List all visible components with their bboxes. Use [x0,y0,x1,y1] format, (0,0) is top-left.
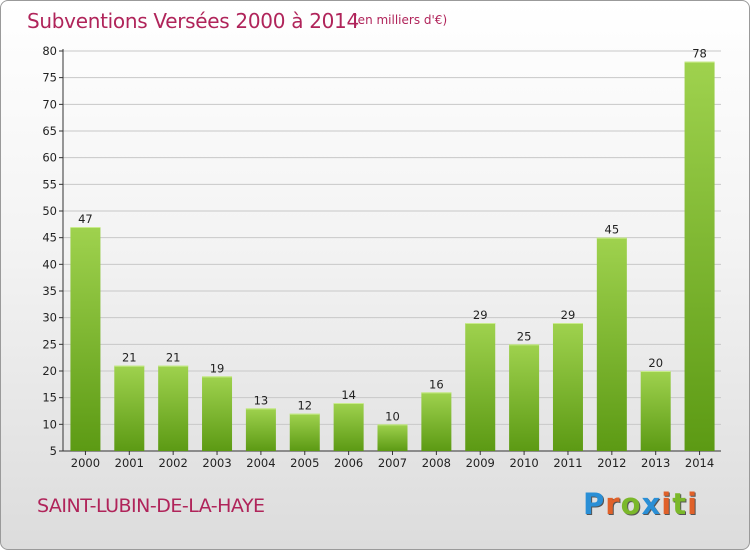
y-tick-label: 60 [42,151,57,165]
data-label: 78 [692,47,707,61]
x-tick-label: 2003 [202,456,231,470]
data-label: 47 [78,212,93,226]
y-tick-label: 30 [42,311,57,325]
town-name: SAINT-LUBIN-DE-LA-HAYE [37,495,265,517]
x-tick-label: 2011 [553,456,582,470]
bar [596,237,627,451]
y-tick-label: 65 [42,124,57,138]
data-label: 29 [473,308,488,322]
y-tick-label: 45 [42,231,57,245]
logo-letter: x [641,487,662,521]
chart-title: Subventions Versées 2000 à 2014 [27,9,359,33]
y-tick-label: 55 [42,177,57,191]
bar [377,424,408,451]
bar [509,344,540,451]
logo-letter: i [661,487,673,521]
data-label: 20 [648,356,663,370]
bar [465,323,496,451]
y-tick-label: 10 [42,417,57,431]
axes: 5 10 15 20 25 30 35 40 45 50 55 60 65 70 75 80 2000 2001 2… [42,44,721,470]
proxiti-logo[interactable]: Proxiti [583,487,698,521]
bar [202,376,233,451]
y-tick-label: 40 [42,257,57,271]
x-tick-label: 2009 [466,456,495,470]
logo-letter: t [672,487,688,521]
x-tick-label: 2013 [641,456,670,470]
data-label: 29 [561,308,576,322]
data-label: 14 [341,388,356,402]
data-label: 21 [122,351,137,365]
x-tick-label: 2010 [509,456,538,470]
bar [70,227,101,451]
bar [552,323,583,451]
bar [333,403,364,451]
x-tick-label: 2004 [246,456,275,470]
bar [684,61,715,452]
x-tick-label: 2005 [290,456,319,470]
y-tick-label: 20 [42,364,57,378]
data-label: 45 [605,223,620,237]
logo-letter: r [605,487,621,521]
x-tick-label: 2000 [71,456,100,470]
bar [245,408,276,451]
data-label: 25 [517,329,532,343]
x-tick-label: 2008 [422,456,451,470]
data-labels: 47 21 21 19 13 12 14 10 16 29 25 29 45 20 78 [78,47,707,424]
y-tick-label: 15 [42,391,57,405]
y-tick-label: 25 [42,337,57,351]
x-tick-label: 2007 [378,456,407,470]
data-label: 21 [166,351,181,365]
x-tick-label: 2006 [334,456,363,470]
bar [421,392,452,451]
y-tick-label: 70 [42,97,57,111]
bar [114,365,145,451]
logo-letter: o [620,487,642,521]
y-tick-label: 50 [42,204,57,218]
y-tick-label: 5 [50,444,57,458]
bars [70,61,715,452]
data-label: 12 [297,399,312,413]
x-tick-label: 2001 [115,456,144,470]
logo-letter: P [583,487,606,521]
bar [640,371,671,451]
bar [289,413,320,451]
chart-subtitle: (en milliers d'€) [353,13,448,27]
y-tick-label: 80 [42,44,57,58]
data-label: 19 [210,361,225,375]
x-tick-label: 2002 [159,456,188,470]
x-tick-label: 2012 [597,456,626,470]
y-tick-label: 75 [42,71,57,85]
logo-letter: i [687,487,699,521]
data-label: 13 [254,393,269,407]
data-label: 10 [385,409,400,423]
y-tick-label: 35 [42,284,57,298]
bar [158,365,189,451]
data-label: 16 [429,377,444,391]
x-tick-label: 2014 [685,456,714,470]
